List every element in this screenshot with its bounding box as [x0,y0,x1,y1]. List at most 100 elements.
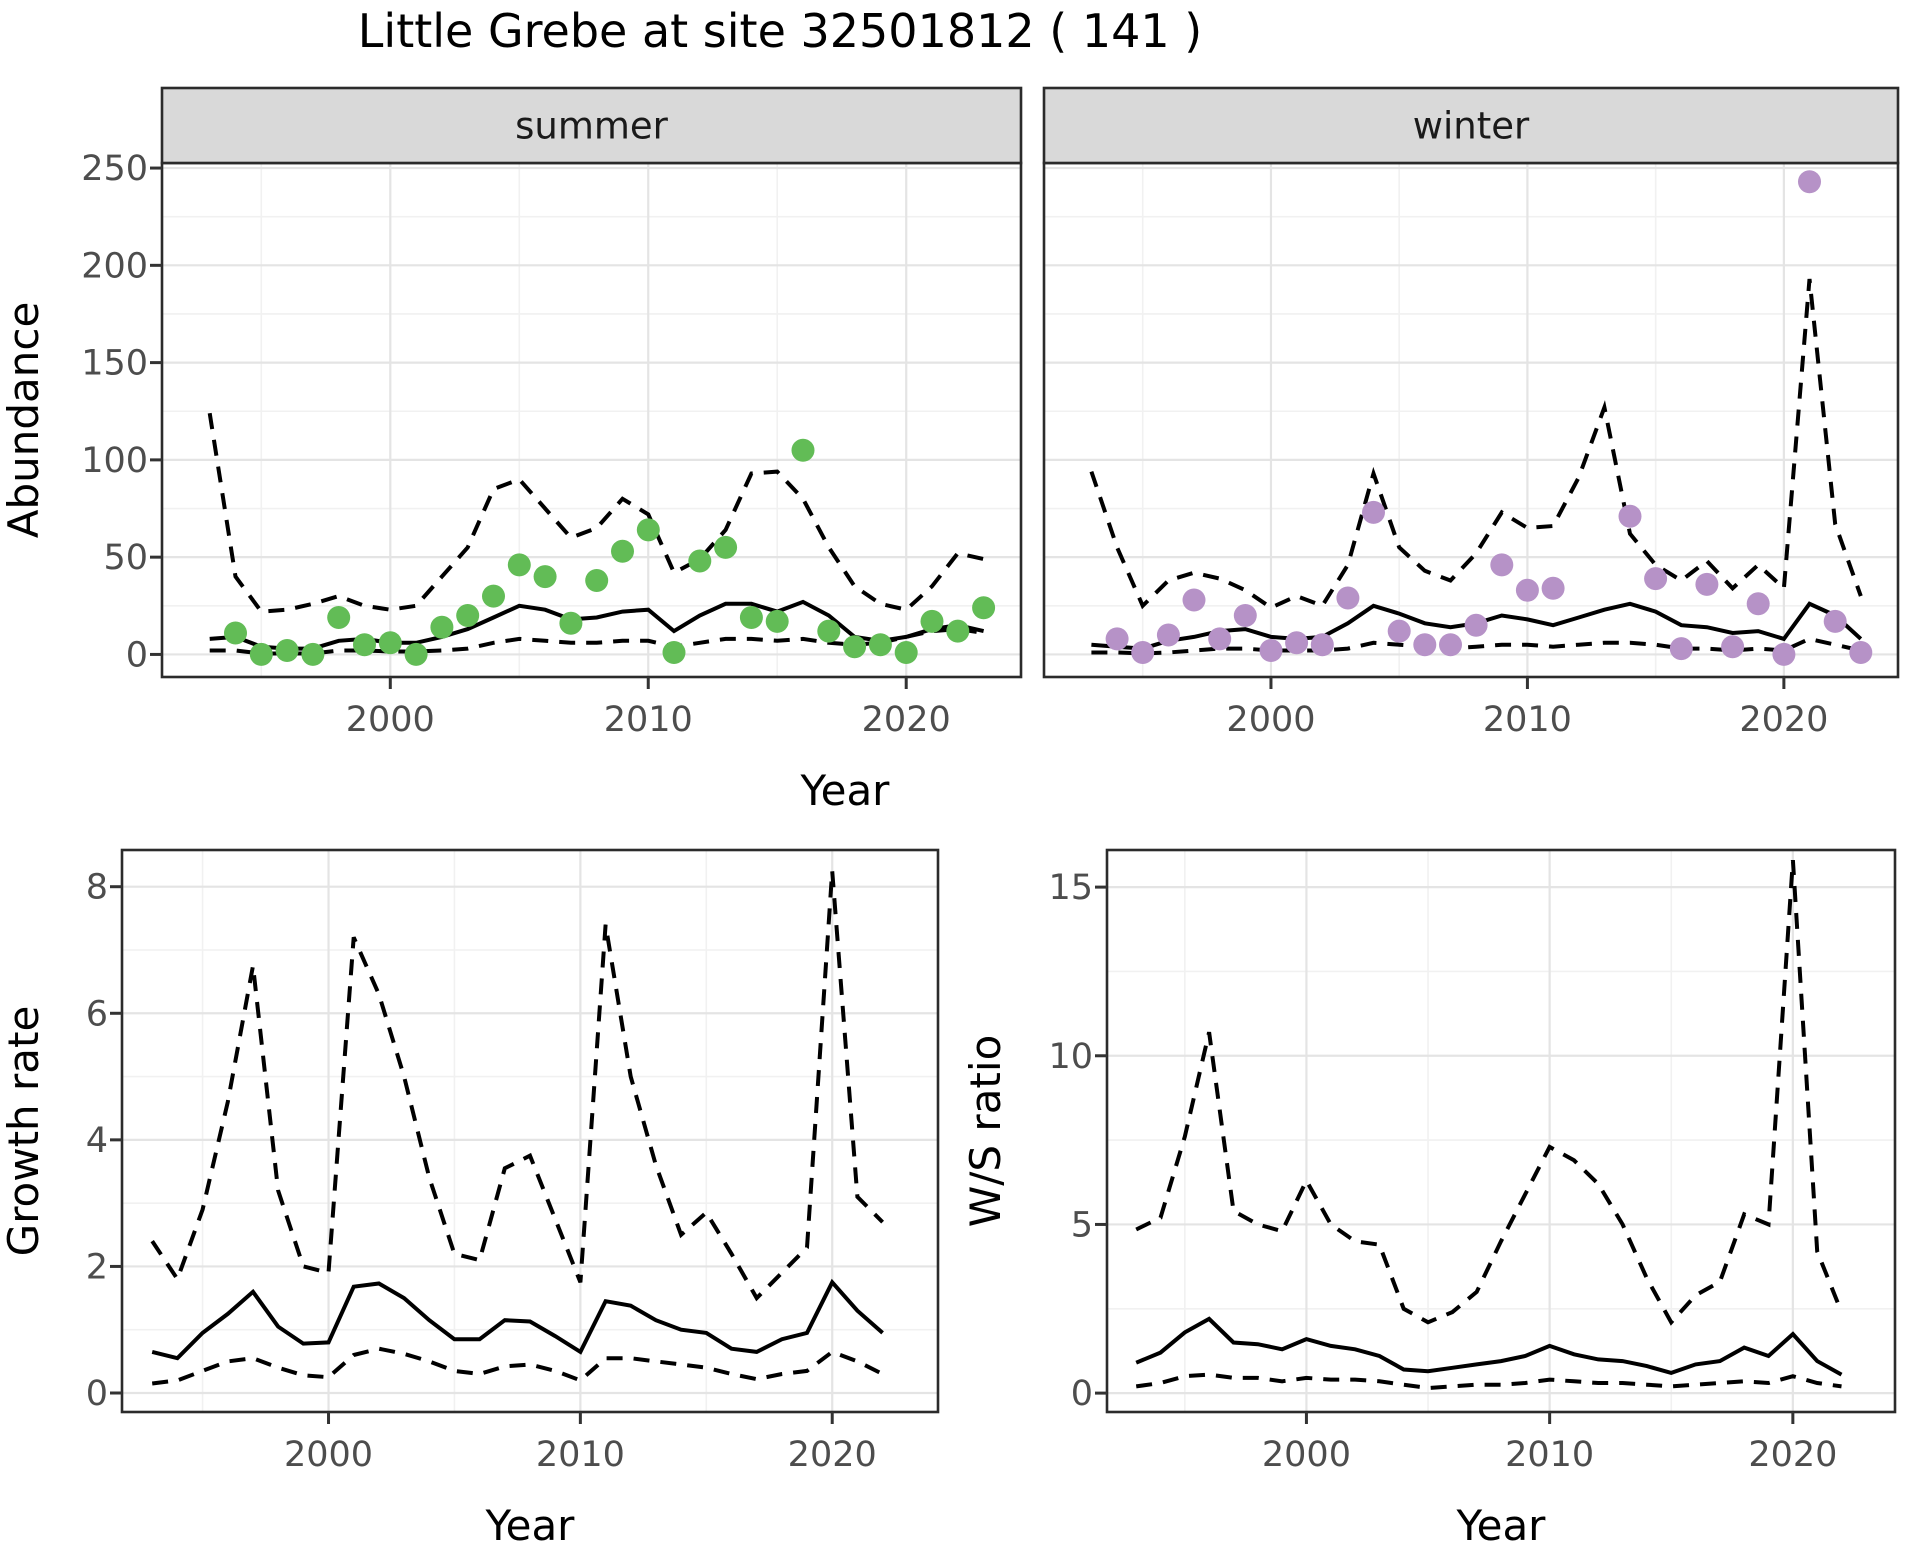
mean-line [151,1278,884,1361]
x-axis-title-ws-ratio: Year [1456,1501,1547,1550]
data-point [378,631,402,655]
y-tick-label: 0 [86,1374,108,1414]
y-tick-label: 4 [86,1121,108,1161]
data-point [1772,642,1796,666]
lower-bound-line [1135,1372,1842,1391]
data-point [404,642,428,666]
lower-bound-line [151,1346,884,1386]
y-tick-label: 200 [81,246,148,286]
y-tick-label: 10 [1048,1037,1093,1077]
data-point [1515,578,1539,602]
x-tick-label: 2020 [1748,1435,1837,1475]
data-point [1259,639,1283,662]
y-axis-title-abundance: Abundance [0,302,48,539]
x-tick-label: 2010 [604,700,693,740]
data-point [1490,553,1514,577]
panel-ws-ratio: 0 5 10 15 2000 2010 2020 [1048,848,1897,1475]
data-point [1208,627,1232,651]
x-tick-label: 2010 [1505,1435,1594,1475]
data-point [1362,500,1385,524]
data-point [1131,641,1155,664]
data-point [972,596,996,620]
x-axis-title-top: Year [800,766,891,815]
y-tick-label: 50 [103,538,148,578]
data-point [1541,576,1565,600]
x-tick-label: 2000 [1262,1435,1351,1475]
y-tick-label: 0 [126,635,148,675]
y-tick-label: 5 [1071,1205,1093,1245]
lower-bound-line [1091,636,1862,656]
data-point [1798,170,1821,194]
y-tick-label: 150 [81,344,148,384]
panel-growth-rate: 0 2 4 6 8 2000 2010 2020 [86,848,940,1475]
panel-summer: summer 0 50 100 150 200 250 2000 2010 2020 [81,86,1023,740]
data-point [327,606,351,629]
mean-line [1135,1316,1843,1377]
data-point [765,609,789,633]
y-axis-title-ws-ratio: W/S ratio [961,1035,1010,1228]
upper-bound-line [1089,278,1863,610]
data-point [817,619,841,643]
x-tick-label: 2020 [788,1435,877,1475]
y-axis-title-growth-rate: Growth rate [0,1006,48,1257]
data-point [636,518,660,542]
data-point [1285,631,1309,655]
x-tick-label: 2010 [1483,700,1572,740]
data-point [559,611,583,635]
data-point [946,619,970,643]
data-point [1464,613,1488,637]
data-point [249,642,273,666]
data-point [1310,633,1334,657]
data-point [868,633,892,657]
panel-border [1105,848,1897,1414]
upper-bound-line [150,870,885,1302]
data-point [920,609,944,633]
data-point [533,565,557,589]
data-point [430,615,454,639]
data-point [1439,633,1462,657]
x-axis-title-growth-rate: Year [485,1501,576,1550]
data-point [1644,567,1668,591]
data-point [585,569,609,592]
data-point [1156,623,1180,647]
x-tick-label: 2020 [862,700,951,740]
x-tick-label: 2000 [284,1435,373,1475]
data-point [1849,641,1873,664]
data-point [1105,627,1129,651]
data-point [507,553,531,577]
data-point [456,604,480,627]
panel-winter: winter 2000 2010 2020 [1042,86,1900,740]
y-tick-label: 0 [1071,1374,1093,1414]
data-point [1233,604,1257,627]
x-tick-label: 2020 [1739,700,1828,740]
data-point [301,642,325,666]
data-point [791,438,815,462]
data-point [1413,633,1437,657]
facet-strip-label: summer [515,105,669,148]
facet-strip [160,86,1023,165]
x-tick-label: 2000 [346,700,435,740]
data-point [482,584,505,608]
y-tick-label: 250 [81,149,148,189]
data-point [1618,504,1642,528]
data-point [1695,572,1719,596]
y-tick-label: 15 [1048,868,1093,908]
figure-title: Little Grebe at site 32501812 ( 141 ) [357,4,1203,58]
data-point [1746,592,1770,616]
data-point [611,539,634,563]
data-point [1721,635,1745,659]
data-point [894,641,918,664]
data-point [275,639,299,662]
data-point [1336,586,1360,610]
upper-bound-line [1135,859,1844,1326]
data-point [1387,619,1411,643]
data-point [1182,588,1206,612]
axis-titles: Abundance Year Growth rate W/S ratio Year Yea… [0,302,1546,1550]
data-point [843,635,867,659]
y-tick-label: 2 [86,1247,108,1287]
data-point [739,606,763,629]
y-tick-label: 100 [81,441,148,481]
facet-strip [1042,86,1900,165]
